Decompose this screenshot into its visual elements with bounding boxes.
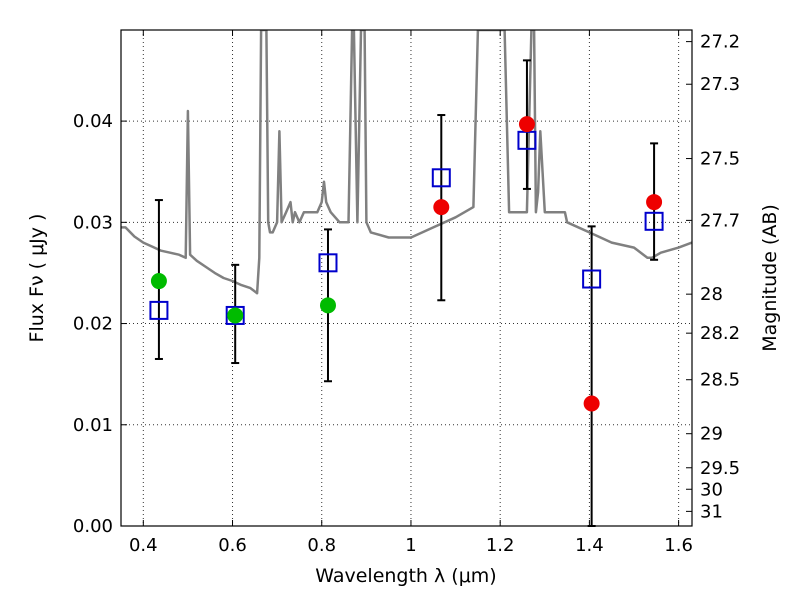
magnitude-tick-label: 27.5 — [700, 149, 740, 170]
plot-frame — [120, 29, 693, 527]
spectrum-layer — [121, 30, 692, 295]
magnitude-tick-label: 28 — [700, 284, 723, 305]
nir-flux-point — [583, 395, 600, 412]
y-tick-label: 0.02 — [73, 314, 113, 335]
x-tick-label: 1 — [405, 535, 416, 556]
model-flux-square — [225, 305, 245, 325]
x-tick-labels: 0.4 0.6 0.8 1 1.2 1.4 1.6 — [129, 535, 693, 556]
x-axis-label: Wavelength λ (μm) — [315, 565, 496, 587]
model-flux-square — [431, 168, 451, 188]
magnitude-tick-label: 28.2 — [700, 323, 740, 344]
optical-flux-point — [150, 273, 167, 290]
magnitude-tick-label: 28.5 — [700, 370, 740, 391]
model-flux-square — [644, 211, 664, 231]
magnitude-tick-label: 27.7 — [700, 210, 740, 231]
nir-flux-point — [646, 194, 663, 211]
marker-layer — [149, 116, 664, 412]
y-tick-label: 0.03 — [73, 212, 113, 233]
y-axis-label: Flux Fν ( μJy ) — [26, 214, 48, 343]
grid-lines — [121, 30, 692, 527]
magnitude-tick-label: 30 — [700, 479, 723, 500]
magnitude-tick-label: 29 — [700, 424, 723, 445]
model-flux-square — [149, 300, 169, 320]
y-tick-label: 0.04 — [73, 111, 113, 132]
y-tick-label: 0.01 — [73, 415, 113, 436]
x-tick-label: 0.4 — [129, 535, 158, 556]
y-tick-labels: 0.00 0.01 0.02 0.03 0.04 — [73, 111, 113, 537]
x-tick-label: 1.2 — [486, 535, 515, 556]
optical-flux-point — [227, 307, 244, 324]
magnitude-tick-label: 31 — [700, 501, 723, 522]
x-tick-label: 1.4 — [575, 535, 604, 556]
errorbar-layer — [154, 59, 659, 527]
model-flux-square — [318, 253, 338, 273]
magnitude-axis-label: Magnitude (AB) — [759, 204, 781, 352]
optical-flux-point — [319, 297, 336, 314]
template-spectrum-line — [121, 30, 692, 295]
magnitude-tick-label: 27.2 — [700, 32, 740, 53]
x-tick-label: 1.6 — [664, 535, 693, 556]
y-tick-label: 0.00 — [73, 516, 113, 537]
nir-flux-point — [518, 116, 535, 133]
magnitude-tick-label: 29.5 — [700, 458, 740, 479]
ticks-layer — [121, 30, 692, 527]
nir-flux-point — [433, 199, 450, 216]
x-tick-label: 0.8 — [307, 535, 336, 556]
x-tick-label: 0.6 — [218, 535, 247, 556]
magnitude-tick-label: 27.3 — [700, 74, 740, 95]
model-flux-square — [582, 269, 602, 289]
